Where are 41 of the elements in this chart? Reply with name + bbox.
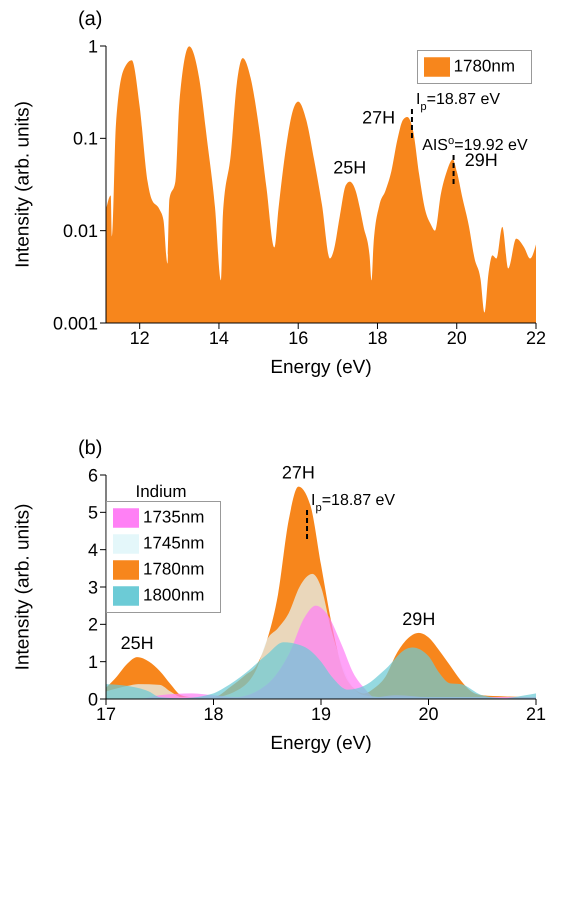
x-tick-label: 18: [367, 328, 388, 348]
chart-title: (a): [78, 8, 104, 32]
y-tick-label: 0.001: [52, 313, 98, 334]
legend-title: Indium: [135, 482, 187, 501]
y-tick-label: 0.01: [62, 221, 98, 242]
x-tick-label: 22: [526, 328, 546, 348]
annotation: 25H: [120, 633, 154, 654]
legend-label: 1780nm: [143, 559, 204, 578]
legend-label: 1800nm: [143, 585, 204, 604]
x-tick-label: 20: [418, 704, 439, 724]
y-tick-label: 1: [88, 652, 98, 672]
x-tick-label: 17: [96, 704, 116, 724]
x-tick-label: 18: [203, 704, 224, 724]
y-tick-label: 1: [88, 36, 98, 56]
x-tick-label: 20: [446, 328, 467, 348]
chart-title: (b): [78, 437, 104, 461]
x-tick-label: 16: [288, 328, 308, 348]
ref-line-label: I$_{p}$=18.87 eV: [311, 492, 396, 514]
annotation: 27H: [362, 107, 396, 128]
legend-label: 1780nm: [454, 56, 515, 76]
x-axis-title: Energy (eV): [270, 357, 372, 378]
y-axis-title: Intensity (arb. units): [12, 101, 34, 268]
x-tick-label: 14: [208, 328, 229, 348]
y-tick-label: 0.1: [72, 128, 98, 149]
legend-label: 1735nm: [143, 507, 204, 526]
y-tick-label: 3: [88, 577, 98, 598]
y-tick-label: 2: [88, 614, 98, 635]
y-tick-label: 0: [88, 689, 98, 710]
ref-line-label: I$_{p}$=18.87 eV: [416, 91, 500, 113]
annotation: 29H: [402, 608, 436, 629]
x-tick-label: 12: [130, 328, 150, 348]
annotation: 25H: [333, 158, 366, 178]
x-tick-label: 21: [526, 704, 546, 724]
y-tick-label: 4: [88, 540, 98, 560]
y-axis-title: Intensity (arb. units): [12, 504, 34, 670]
x-tick-label: 19: [310, 704, 332, 724]
y-tick-label: 5: [88, 502, 98, 523]
annotation: 27H: [282, 462, 315, 483]
x-axis-title: Energy (eV): [270, 733, 372, 754]
legend-label: 1745nm: [143, 533, 204, 552]
y-tick-label: 6: [88, 465, 98, 486]
